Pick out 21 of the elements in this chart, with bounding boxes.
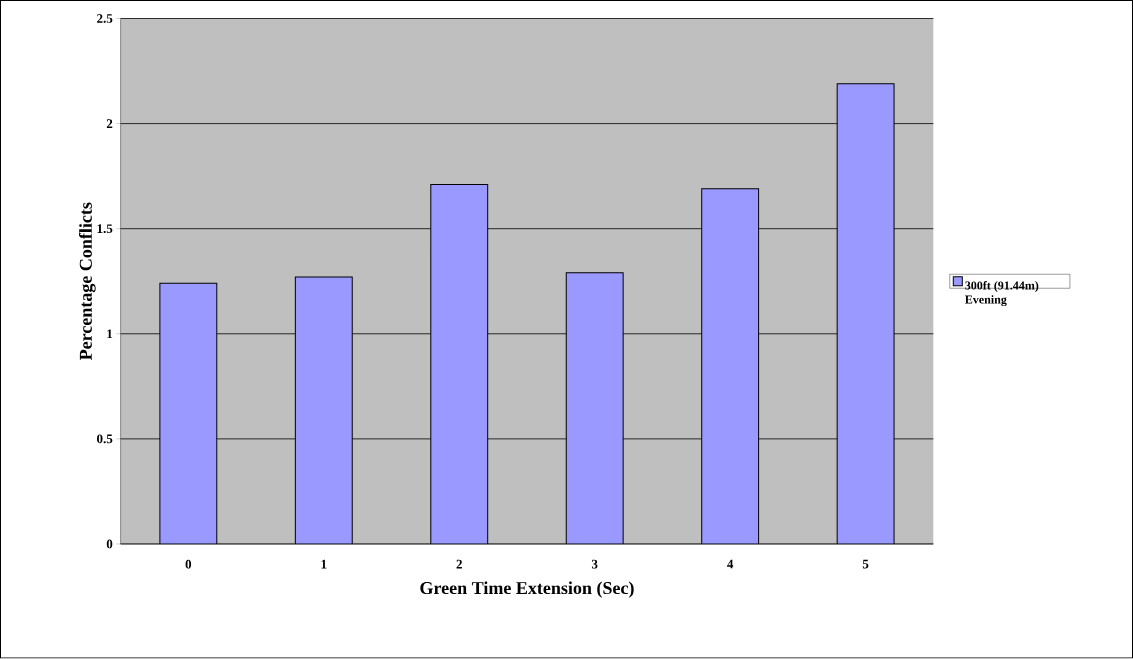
- y-axis-title: Percentage Conflicts: [79, 202, 96, 361]
- x-axis-title: Green Time Extension (Sec): [420, 581, 634, 598]
- y-tick-label: 1.5: [97, 224, 113, 234]
- bar: [430, 184, 489, 545]
- x-tick-label: 3: [591, 559, 598, 569]
- bar: [159, 283, 218, 545]
- bar: [701, 188, 760, 545]
- x-tick-label: 0: [185, 560, 192, 569]
- y-tick-label: 0: [106, 539, 113, 549]
- bar: [836, 83, 895, 545]
- y-tick-label: 0.5: [97, 434, 113, 444]
- x-tick-label: 4: [727, 559, 734, 569]
- bar: [565, 272, 624, 545]
- bar: [294, 276, 353, 545]
- x-tick-label: 2: [456, 559, 462, 569]
- y-tick-label: 1: [107, 329, 113, 339]
- x-tick-label: 1: [321, 560, 327, 569]
- legend-label: 300ft (91.44m) Evening: [965, 281, 1039, 307]
- x-tick-label: 5: [862, 559, 869, 569]
- y-tick-label: 2.5: [97, 14, 113, 24]
- y-tick-label: 2: [106, 119, 113, 129]
